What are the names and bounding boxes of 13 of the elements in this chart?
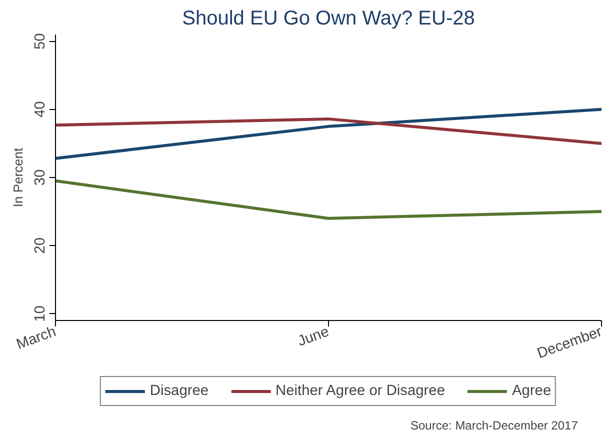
x-tick-label: June: [296, 324, 332, 350]
chart-title: Should EU Go Own Way? EU-28: [182, 8, 475, 30]
y-tick-label: 40: [32, 101, 48, 118]
y-axis-title: In Percent: [10, 147, 26, 208]
y-tick-label: 30: [32, 169, 48, 186]
y-tick-label: 50: [32, 33, 48, 50]
y-tick-label: 20: [32, 237, 48, 254]
legend-label: Disagree: [150, 383, 209, 399]
y-tick-label: 10: [32, 306, 48, 322]
source-note: Source: March-December 2017: [410, 418, 578, 432]
legend-label: Neither Agree or Disagree: [276, 383, 445, 399]
x-tick-label: March: [14, 324, 58, 353]
legend-label: Agree: [512, 383, 552, 399]
